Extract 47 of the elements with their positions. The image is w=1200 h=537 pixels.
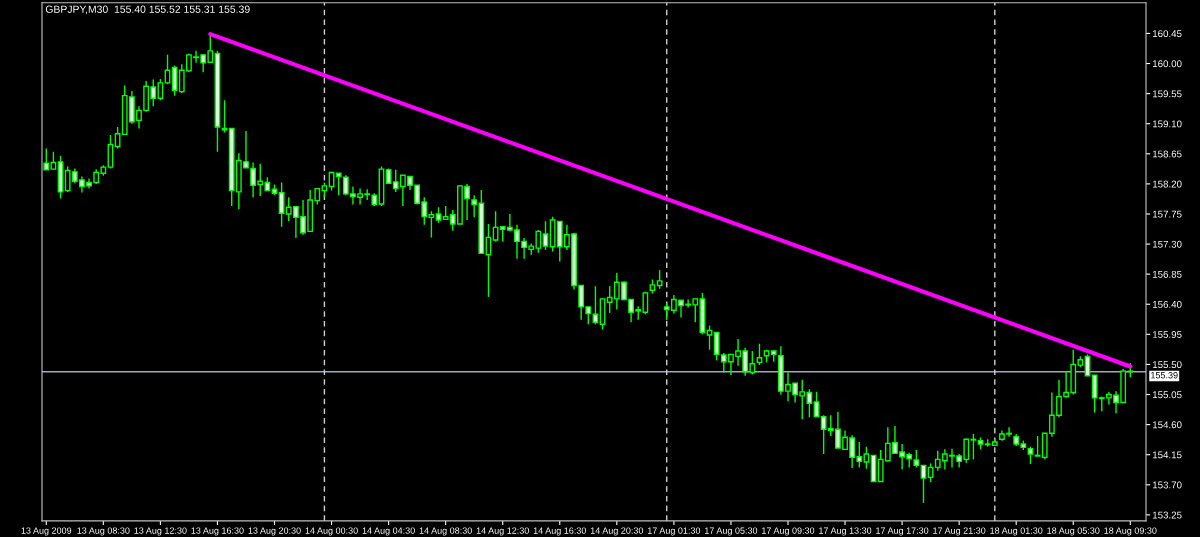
- y-tick-label: 158.20: [1152, 180, 1182, 188]
- y-tick-label: 160.00: [1152, 60, 1182, 68]
- y-tick-label: 153.25: [1152, 511, 1182, 519]
- y-tick-label: 157.75: [1152, 210, 1182, 218]
- x-tick-label: 13 Aug 16:30: [191, 527, 244, 536]
- candlestick: [542, 220, 549, 251]
- x-tick-label: 18 Aug 05:30: [1047, 527, 1100, 536]
- x-tick-label: 14 Aug 00:30: [305, 527, 358, 536]
- x-tick-label: 17 Aug 21:30: [933, 527, 986, 536]
- ref-line-label: 155.39: [1151, 372, 1178, 379]
- candlestick: [43, 147, 50, 171]
- x-tick-label: 13 Aug 08:30: [77, 527, 130, 536]
- x-tick-label: 13 Aug 20:30: [248, 527, 301, 536]
- y-tick-label: 154.60: [1152, 421, 1182, 429]
- x-tick-label: 13 Aug 2009: [21, 527, 72, 536]
- y-tick-label: 155.95: [1152, 331, 1182, 338]
- x-tick-label: 17 Aug 17:30: [876, 527, 929, 536]
- candlestick: [335, 172, 342, 196]
- x-tick-label: 14 Aug 20:30: [590, 527, 644, 536]
- candlestick: [970, 433, 977, 461]
- x-tick-label: 18 Aug 09:30: [1104, 527, 1157, 536]
- candlestick: [756, 343, 763, 366]
- y-tick-label: 154.15: [1152, 451, 1182, 459]
- y-tick-label: 157.30: [1152, 240, 1182, 248]
- x-tick-label: 17 Aug 09:30: [762, 527, 815, 536]
- x-tick-label: 18 Aug 01:30: [990, 527, 1043, 536]
- y-tick-label: 160.45: [1152, 30, 1182, 38]
- x-tick-label: 14 Aug 16:30: [533, 527, 587, 536]
- x-tick-label: 13 Aug 12:30: [134, 527, 187, 536]
- y-tick-label: 155.50: [1152, 361, 1182, 369]
- x-tick-label: 14 Aug 12:30: [476, 527, 529, 536]
- y-tick-label: 155.05: [1152, 391, 1182, 399]
- y-tick-label: 158.65: [1152, 150, 1182, 158]
- x-tick-label: 14 Aug 08:30: [419, 527, 472, 536]
- y-tick-label: 159.10: [1152, 120, 1182, 128]
- chart-title: GBPJPY,M30 155.40 155.52 155.31 155.39: [45, 5, 250, 15]
- x-tick-label: 14 Aug 04:30: [362, 527, 415, 536]
- candlestick: [706, 324, 713, 351]
- y-tick-label: 156.85: [1152, 270, 1182, 278]
- y-tick-label: 156.40: [1152, 300, 1182, 308]
- x-tick-label: 17 Aug 05:30: [705, 527, 758, 536]
- candlestick: [863, 445, 870, 470]
- candlestick: [656, 269, 663, 290]
- x-tick-label: 17 Aug 01:30: [647, 527, 701, 536]
- y-tick-label: 159.55: [1152, 90, 1182, 98]
- x-tick-label: 17 Aug 13:30: [819, 527, 872, 536]
- y-tick-label: 153.70: [1152, 481, 1182, 489]
